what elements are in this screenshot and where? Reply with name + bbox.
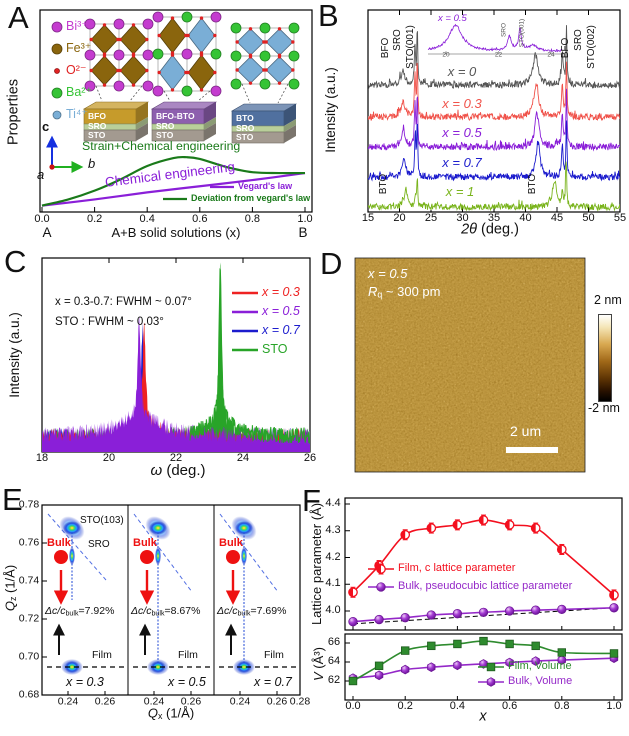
crystal-structure bbox=[84, 18, 154, 92]
xrd-curves bbox=[368, 25, 620, 212]
rsm-subpanel-1 bbox=[133, 513, 210, 695]
crystal-structure bbox=[230, 22, 300, 90]
panel-d-afm bbox=[354, 257, 586, 473]
panel-a bbox=[39, 9, 313, 213]
rsm-subpanel-2 bbox=[219, 513, 296, 695]
crystal-structure bbox=[152, 11, 222, 97]
rocking-curves bbox=[42, 262, 310, 452]
panel-e-rsm bbox=[41, 504, 301, 696]
panel-c bbox=[41, 257, 311, 453]
rsm-subpanel-0 bbox=[47, 513, 124, 695]
layer-stack bbox=[82, 101, 150, 142]
layer-stack bbox=[230, 103, 298, 144]
panel-f bbox=[344, 497, 623, 701]
panel-b bbox=[367, 9, 621, 213]
xrd-inset bbox=[427, 23, 563, 55]
layer-stack bbox=[150, 101, 218, 142]
